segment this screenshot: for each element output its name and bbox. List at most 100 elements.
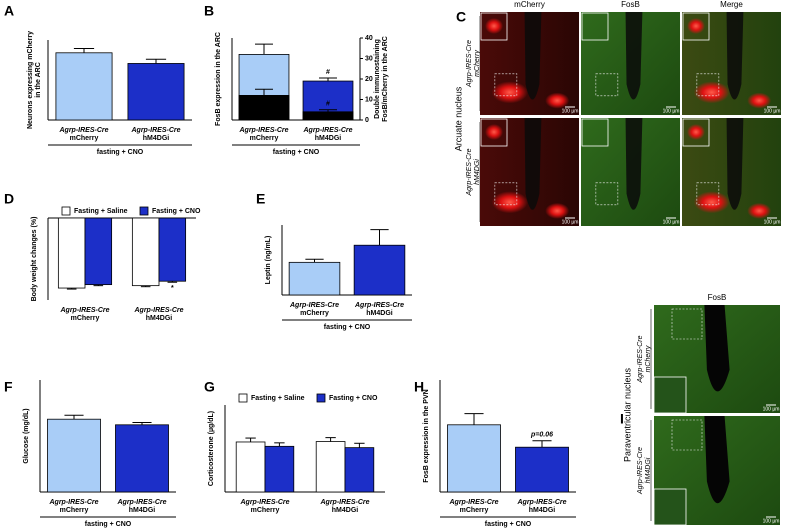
signal [491,191,528,214]
x-tick-label: mCherry [70,135,99,142]
bar [235,441,266,493]
x-tick-label: Agrp-IRES-Cre [289,302,339,309]
panel-letter: A [4,3,14,19]
ventricle [726,12,744,100]
axis-label: FosB expression in the PVN [423,389,430,482]
y2-tick-label: 0 [365,117,369,124]
error-bar [145,58,167,64]
region-label: Paraventricular nucleus [622,367,632,462]
axis-label: FosB expression in the ARC [215,32,222,126]
panel-letter: G [204,379,215,395]
x-tick-label: Agrp-IRES-Cre [302,127,352,134]
error-bar [370,229,389,246]
micrograph: 100 µm [653,305,780,414]
signal [485,18,503,34]
bar [115,424,169,493]
ventricle [625,12,643,100]
micrograph: 100 µm [581,12,680,115]
bar [344,447,375,493]
signal [485,124,503,140]
axis-label: Neurons expressing mCherry [27,31,34,129]
zoom-box [671,419,703,451]
zoom-box [494,182,518,206]
micrograph: 100 µm [653,416,780,526]
axis-label: in the ARC [35,62,42,98]
error-bar [325,437,336,442]
row-label: mCherry [474,50,481,77]
error-bar [354,442,365,448]
x-tick-label: Agrp-IRES-Cre [116,499,166,506]
scale-label: 100 µm [763,406,780,412]
micrograph: 100 µm [480,118,579,226]
micrograph: 100 µm [682,118,781,226]
x-axis-label: fasting + CNO [485,521,532,528]
panel-letter: I [620,411,624,427]
x-axis-label: fasting + CNO [273,149,320,156]
y2-tick-label: 40 [365,35,373,42]
inset [653,488,687,526]
x-tick-label: Agrp-IRES-Cre [448,499,498,506]
zoom-box [696,182,720,206]
bar [447,424,501,493]
bar [47,418,101,493]
micrograph: 100 µm [581,118,680,226]
signal [545,202,570,219]
ventricle [625,118,643,210]
bar [264,445,295,493]
axis-label: Body weight changes (%) [31,217,38,302]
bar [131,217,160,287]
scale-label: 100 µm [764,108,781,114]
error-bar [255,88,273,96]
scale-label: 100 µm [763,518,780,524]
panel-letter: E [256,191,265,207]
error-bar [274,442,285,447]
row-label: Agrp-IRES-Cre [637,447,644,495]
scale-label: 100 µm [562,219,579,225]
annotation: # [326,69,330,76]
inset [682,12,710,41]
legend-label: Fasting + Saline [251,395,305,402]
signal [747,202,772,219]
scale-label: 100 µm [663,219,680,225]
x-tick-label: mCherry [300,310,329,317]
error-bar [73,48,95,53]
x-tick-label: hM4DGi [315,135,342,142]
x-tick-label: mCherry [460,507,489,514]
panel-letter: D [4,191,14,207]
error-bar [319,109,337,112]
annotation: p=0.06 [530,432,553,439]
axis-label: FosB/mCherry in the ARC [382,36,389,122]
axis-label: Corticosterone (µg/dL) [208,411,215,486]
bar [55,52,113,121]
x-axis-label: fasting + CNO [85,521,132,528]
x-tick-label: Agrp-IRES-Cre [354,302,404,309]
panel-letter: H [414,379,424,395]
region-label: Arcuate nucleus [453,86,463,151]
inset [581,118,609,147]
bar [127,63,185,121]
inset [653,376,687,414]
error-bar [93,284,104,287]
x-tick-label: hM4DGi [366,310,393,317]
row-label: hM4DGi [645,457,652,483]
error-bar [532,440,552,448]
bar [238,95,290,121]
error-bar [319,77,337,82]
panel-letter: C [456,9,466,25]
x-tick-label: hM4DGi [143,135,170,142]
x-tick-label: mCherry [251,507,280,514]
inset [480,118,508,147]
axis-label: Leptin (ng/mL) [265,236,272,285]
ventricle [524,12,542,100]
legend-swatch [316,393,326,403]
inset [581,12,609,41]
error-bar [132,422,152,425]
signal [687,124,705,140]
annotation: # [326,101,330,108]
signal [693,81,730,104]
bar [353,244,406,296]
error-bar [305,258,324,263]
y2-tick-label: 10 [365,96,373,103]
bar [288,261,341,296]
x-tick-label: Agrp-IRES-Cre [59,307,109,314]
